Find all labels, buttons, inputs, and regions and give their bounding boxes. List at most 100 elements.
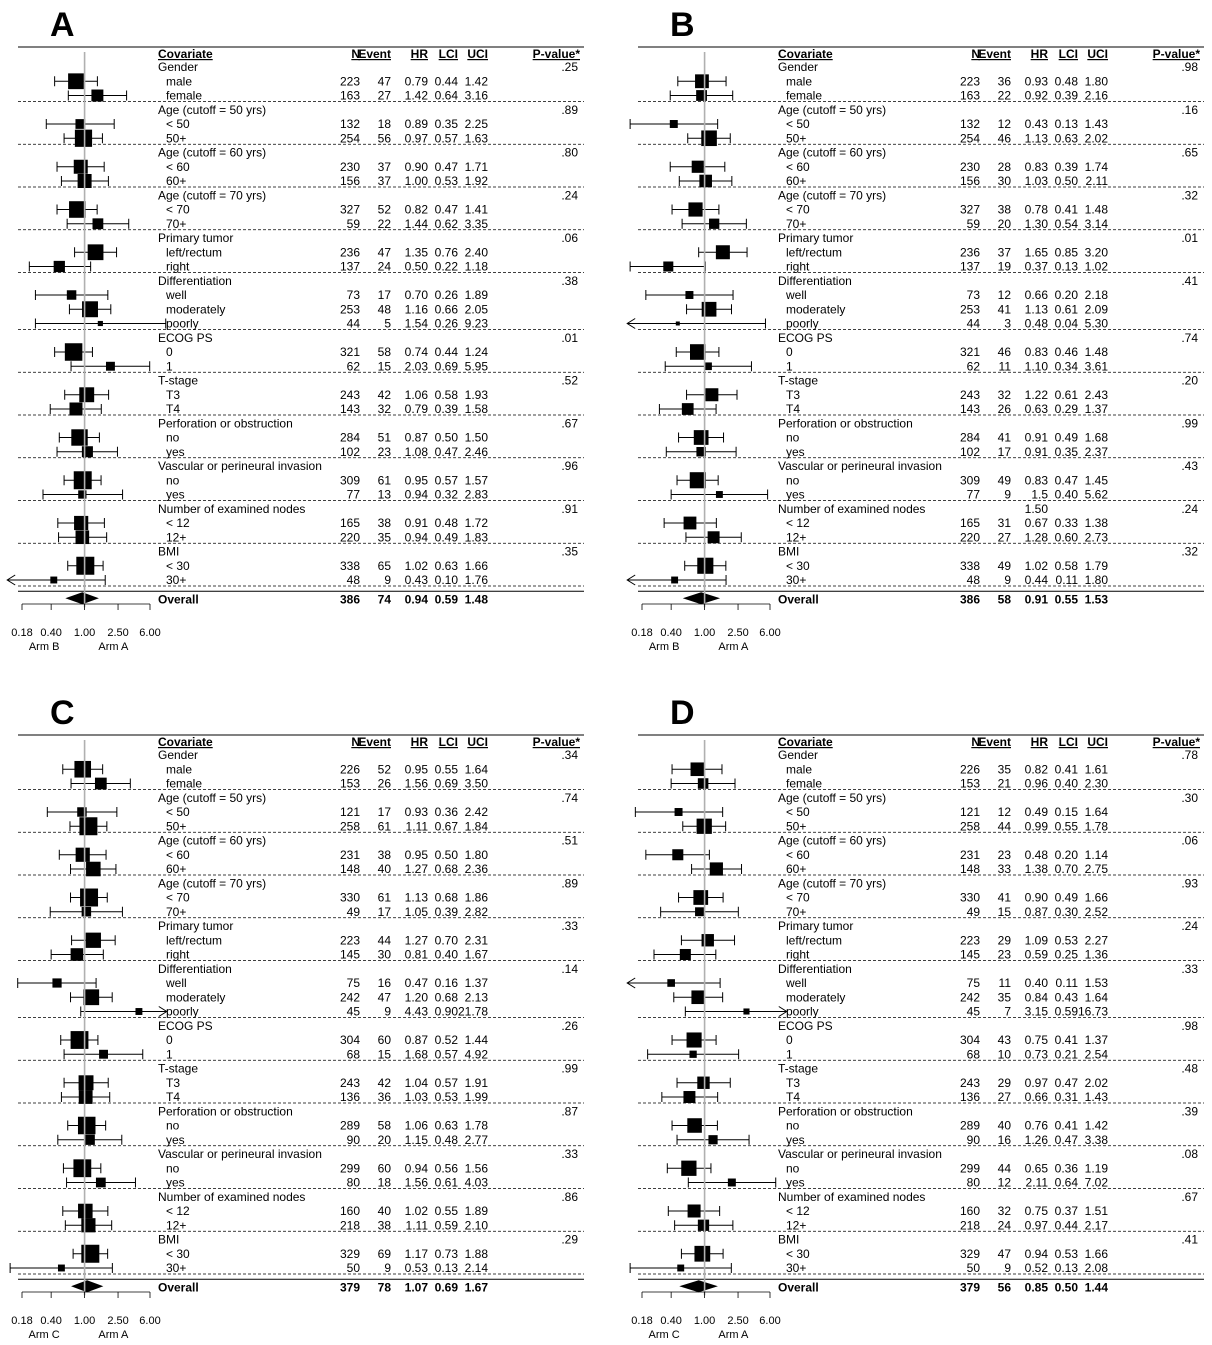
subgroup-label: moderately	[166, 302, 225, 316]
hr-value: 1.02	[405, 559, 429, 573]
hr-value: 3.15	[1025, 1005, 1049, 1019]
event-value: 22	[378, 217, 392, 231]
uci-value: 2.73	[1085, 530, 1109, 544]
uci-value: 2.31	[465, 933, 489, 947]
n-value: 226	[340, 762, 360, 776]
hr-value: 0.89	[405, 117, 429, 131]
hr-value: 1.04	[405, 1076, 429, 1090]
hr-point	[64, 343, 83, 361]
lci-value: 0.29	[1055, 402, 1079, 416]
lci-value: 0.68	[435, 891, 459, 905]
uci-value: 5.62	[1085, 488, 1109, 502]
lci-value: 0.57	[435, 131, 459, 145]
group-label: ECOG PS	[778, 331, 833, 345]
subgroup-label: < 50	[786, 117, 810, 131]
event-value: 42	[378, 1076, 392, 1090]
x-tick-label: 0.40	[660, 627, 681, 639]
uci-value: 1.67	[465, 948, 489, 962]
column-header: UCI	[467, 47, 488, 61]
lci-value: 0.40	[1055, 777, 1079, 791]
n-value: 258	[340, 819, 360, 833]
n-value: 163	[960, 89, 980, 103]
lci-value: 0.49	[1055, 431, 1079, 445]
hr-point	[69, 201, 86, 218]
column-header: Event	[978, 735, 1011, 749]
column-header: Covariate	[778, 735, 833, 749]
group-label: Differentiation	[158, 962, 232, 976]
n-value: 289	[340, 1119, 360, 1133]
lci-value: 0.63	[435, 1119, 459, 1133]
group-label: Gender	[778, 748, 818, 762]
hr-point	[79, 387, 95, 403]
group-label: Age (cutoff = 60 yrs)	[778, 834, 886, 848]
uci-value: 2.83	[465, 488, 489, 502]
event-value: 33	[998, 862, 1012, 876]
column-header: P-value*	[533, 735, 581, 749]
n-value: 90	[347, 1133, 361, 1147]
subgroup-label: < 70	[786, 203, 810, 217]
hr-value: 1.02	[1025, 559, 1049, 573]
subgroup-label: < 12	[786, 516, 810, 530]
subgroup-label: female	[786, 89, 822, 103]
hr-point	[663, 261, 674, 272]
subgroup-label: no	[786, 473, 800, 487]
column-header: Event	[358, 47, 391, 61]
lci-value: 0.34	[1055, 359, 1079, 373]
hr-value: 1.15	[405, 1133, 429, 1147]
uci-value: 2.42	[465, 805, 489, 819]
n-value: 62	[967, 359, 981, 373]
event-value: 18	[378, 117, 392, 131]
event-value: 9	[1004, 1261, 1011, 1275]
column-header: LCI	[439, 47, 458, 61]
hr-point	[689, 344, 706, 360]
uci-value: 2.02	[1085, 1076, 1109, 1090]
subgroup-label: < 60	[166, 160, 190, 174]
subgroup-label: < 60	[166, 848, 190, 862]
uci-value: 2.14	[465, 1261, 489, 1275]
hr-value: 0.94	[405, 1161, 429, 1175]
subgroup-label: 70+	[786, 905, 806, 919]
n-value: 243	[340, 1076, 360, 1090]
group-label: Perforation or obstruction	[778, 416, 913, 430]
p-value: .43	[1181, 459, 1198, 473]
n-value: 231	[960, 848, 980, 862]
p-value: .35	[561, 545, 578, 559]
n-value: 136	[340, 1090, 360, 1104]
overall-n: 379	[340, 1280, 360, 1294]
subgroup-label: < 30	[786, 559, 810, 573]
x-tick-label: 0.18	[631, 1315, 652, 1327]
hr-value: 0.43	[405, 573, 429, 587]
arm-left-label: Arm C	[649, 1329, 680, 1341]
n-value: 102	[960, 445, 980, 459]
hr-value: 1.16	[405, 302, 429, 316]
column-header: HR	[411, 735, 429, 749]
group-label: Primary tumor	[158, 231, 233, 245]
lci-value: 0.58	[435, 388, 459, 402]
n-value: 309	[340, 473, 360, 487]
hr-point	[695, 74, 709, 89]
uci-value: 1.41	[465, 203, 489, 217]
group-label: BMI	[158, 1233, 179, 1247]
group-label: Primary tumor	[158, 919, 233, 933]
n-value: 102	[340, 445, 360, 459]
event-value: 58	[378, 1119, 392, 1133]
hr-value: 0.43	[1025, 117, 1049, 131]
event-value: 47	[998, 1247, 1012, 1261]
event-value: 26	[998, 402, 1012, 416]
n-value: 258	[960, 819, 980, 833]
event-value: 41	[998, 302, 1012, 316]
lci-value: 0.53	[1055, 933, 1079, 947]
hr-value: 0.96	[1025, 777, 1049, 791]
lci-value: 0.40	[1055, 488, 1079, 502]
n-value: 121	[960, 805, 980, 819]
n-value: 45	[967, 1005, 981, 1019]
subgroup-label: left/rectum	[166, 933, 222, 947]
hr-point	[672, 849, 684, 861]
uci-value: 2.25	[465, 117, 489, 131]
event-value: 42	[378, 388, 392, 402]
subgroup-label: 50+	[166, 819, 186, 833]
hr-point	[69, 402, 83, 416]
uci-value: 1.80	[1085, 74, 1109, 88]
uci-value: 2.17	[1085, 1218, 1109, 1232]
